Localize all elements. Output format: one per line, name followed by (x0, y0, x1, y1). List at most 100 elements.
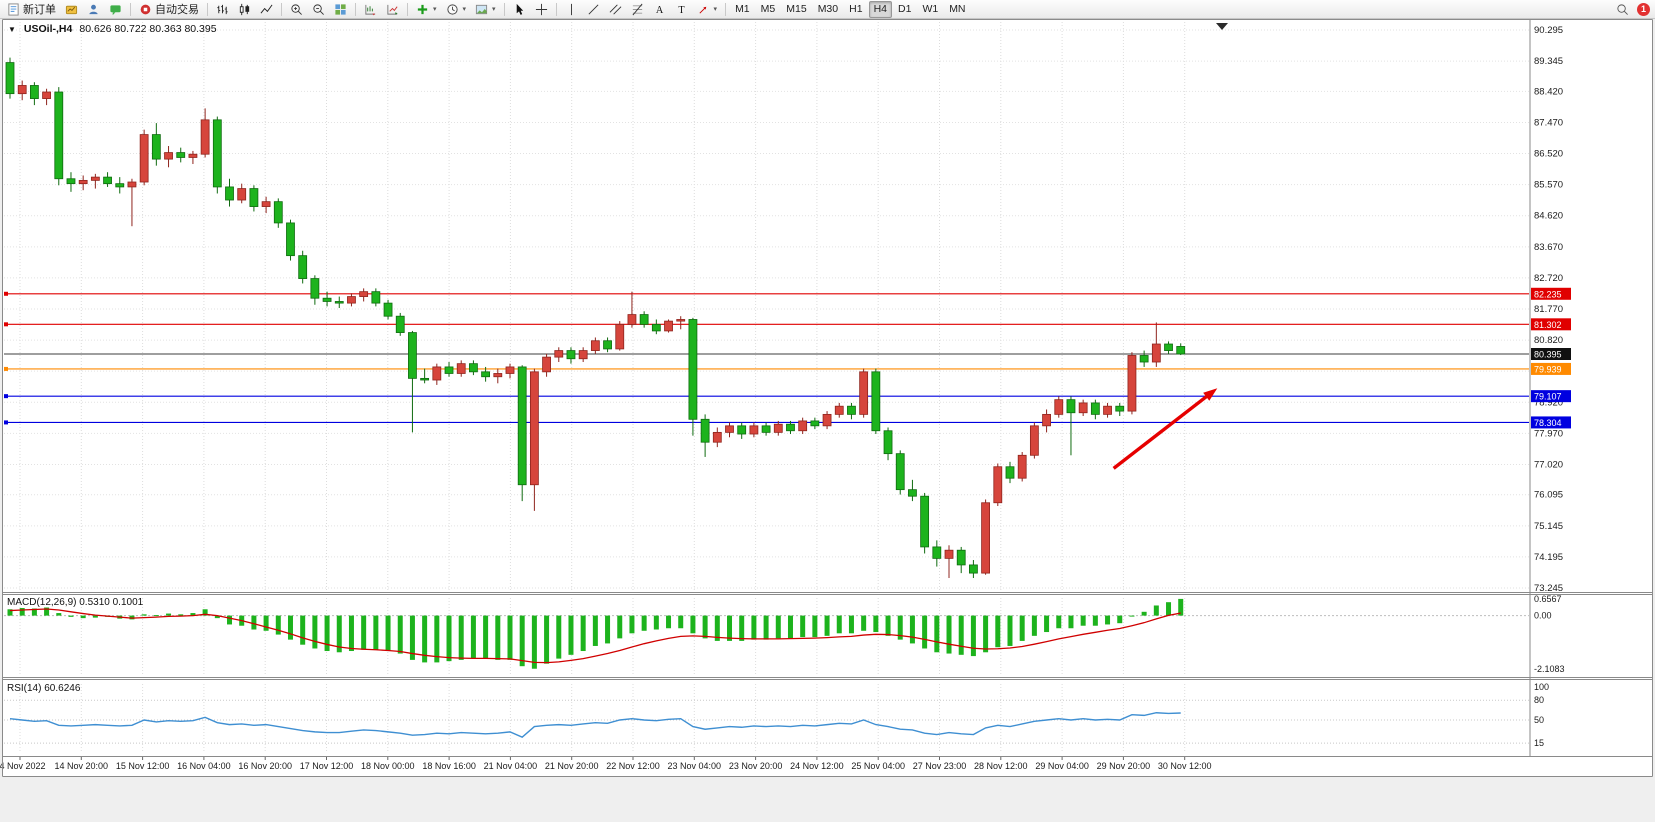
timeframe-button-m1[interactable]: M1 (735, 2, 750, 15)
one-click-trading-toggle[interactable]: ▼ (8, 25, 16, 34)
indicators-button[interactable]: ▾ (412, 0, 441, 18)
candlestick-chart-button[interactable] (234, 0, 255, 18)
macd-histogram-bar (446, 615, 452, 662)
price-badge (1531, 287, 1571, 300)
label-button[interactable]: T (671, 0, 692, 18)
macd-histogram-bar (848, 615, 854, 634)
bar-chart-icon (217, 4, 228, 14)
macd-histogram-bar (312, 615, 318, 649)
auto-trading-label: 自动交易 (155, 4, 199, 16)
rsi-axis-label: 80 (1534, 695, 1544, 705)
macd-histogram-bar (92, 615, 98, 618)
crosshair-button[interactable] (531, 0, 552, 18)
macd-histogram-bar (812, 615, 818, 638)
price-badge (1531, 416, 1571, 429)
bar-chart-button[interactable] (212, 0, 233, 18)
candle-body (932, 546, 942, 559)
timeframe-button-m15[interactable]: M15 (786, 2, 807, 15)
crosshair-icon (535, 3, 547, 15)
trendline-button[interactable] (583, 0, 604, 18)
level-anchor[interactable] (4, 322, 8, 327)
text-button[interactable]: A (649, 0, 670, 18)
cursor-button[interactable] (509, 0, 530, 18)
market-watch-button[interactable] (105, 0, 126, 18)
macd-axis-label: -2.1083 (1534, 664, 1565, 674)
notification-badge[interactable]: 1 (1637, 2, 1650, 16)
symbol-ohlc-values: 80.626 80.722 80.363 80.395 (79, 23, 217, 35)
channel-button[interactable] (605, 0, 626, 18)
macd-histogram-bar (153, 615, 159, 617)
candle-body (78, 179, 88, 185)
new-chart-icon (65, 5, 78, 14)
level-anchor[interactable] (4, 366, 8, 371)
profiles-button[interactable] (83, 0, 104, 18)
macd-histogram-bar (885, 615, 891, 636)
price-axis-label: 89.345 (1534, 56, 1563, 67)
toolbar-separator (503, 2, 505, 16)
candle-body (1127, 355, 1137, 412)
macd-histogram-bar (409, 615, 415, 660)
price-axis-label: 81.770 (1534, 304, 1563, 315)
profiles-icon (89, 4, 98, 14)
candle-body (1164, 343, 1173, 351)
macd-histogram-bar (458, 615, 464, 660)
candle-body (725, 425, 734, 433)
candle-body (237, 188, 247, 201)
level-anchor[interactable] (4, 420, 8, 425)
candle-body (1115, 405, 1125, 412)
macd-histogram-bar (531, 615, 537, 669)
periods-button[interactable]: ▾ (442, 0, 471, 18)
timeframe-button-mn[interactable]: MN (949, 2, 966, 15)
templates-button[interactable]: ▾ (471, 0, 500, 18)
timeframe-button-w1[interactable]: W1 (922, 2, 939, 15)
new-chart-button[interactable] (61, 0, 82, 18)
candle-body (993, 466, 1003, 504)
chart-shift-marker[interactable] (1216, 23, 1228, 30)
trend-arrow[interactable] (1112, 392, 1212, 470)
new-order-button[interactable]: 新订单 (3, 0, 60, 18)
macd-axis-label: 0.6567 (1534, 594, 1562, 604)
candle-body (688, 319, 698, 420)
candle-body (5, 62, 15, 95)
zoom-in-button[interactable] (286, 0, 307, 18)
trend-arrow-head[interactable] (1203, 388, 1218, 401)
macd-histogram-bar (641, 615, 647, 631)
timeframe-button-m5[interactable]: M5 (760, 2, 776, 15)
chart-shift-button[interactable] (382, 0, 403, 18)
candle-body (1005, 466, 1015, 479)
level-anchor[interactable] (4, 394, 8, 399)
time-axis-label: 18 Nov 00:00 (361, 761, 415, 771)
macd-histogram-bar (507, 615, 513, 660)
macd-histogram-bar (263, 615, 269, 631)
macd-histogram-bar (275, 615, 281, 635)
macd-histogram-bar (666, 615, 672, 629)
search-button[interactable] (1612, 0, 1633, 18)
macd-histogram-bar (166, 613, 172, 616)
timeframe-button-h1[interactable]: H1 (849, 2, 863, 15)
candlestick-icon (239, 3, 250, 15)
timeframe-button-h4[interactable]: H4 (868, 0, 892, 18)
candle-body (956, 549, 966, 566)
price-axis-label: 83.670 (1534, 242, 1563, 253)
timeframe-button-d1[interactable]: D1 (898, 2, 912, 15)
candle-body (1066, 399, 1076, 414)
line-chart-button[interactable] (256, 0, 277, 18)
macd-histogram-bar (751, 615, 757, 640)
fibonacci-button[interactable] (627, 0, 648, 18)
zoom-out-button[interactable] (308, 0, 329, 18)
trendline-icon (588, 4, 599, 14)
macd-histogram-bar (1092, 615, 1098, 626)
price-axis-label: 75.145 (1534, 521, 1563, 532)
arrows-button[interactable]: ▾ (693, 0, 722, 18)
candle-body (700, 418, 710, 443)
tile-windows-button[interactable] (330, 0, 351, 18)
candle-body (1176, 346, 1186, 355)
timeframe-button-m30[interactable]: M30 (817, 2, 839, 15)
vertical-line-button[interactable] (561, 0, 582, 18)
auto-trading-button[interactable]: 自动交易 (135, 0, 203, 18)
auto-scroll-button[interactable] (360, 0, 381, 18)
macd-histogram-bar (56, 613, 62, 616)
level-anchor[interactable] (4, 291, 8, 296)
